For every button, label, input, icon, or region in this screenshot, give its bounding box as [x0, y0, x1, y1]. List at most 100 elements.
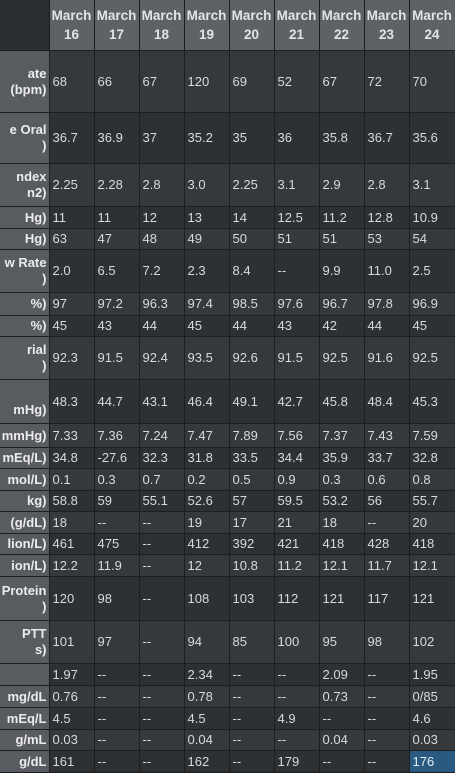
data-cell[interactable]: 42: [319, 315, 365, 337]
data-cell[interactable]: 0.03: [409, 729, 455, 751]
data-cell[interactable]: 0.9: [274, 468, 320, 491]
data-cell[interactable]: 7.24: [139, 423, 185, 448]
column-header-1[interactable]: March 16: [49, 0, 95, 51]
data-cell[interactable]: 0.6: [364, 468, 410, 491]
data-cell[interactable]: 0.78: [184, 685, 230, 708]
data-cell[interactable]: 2.25: [49, 163, 95, 207]
data-cell[interactable]: --: [139, 707, 185, 730]
selected-cell[interactable]: 176: [409, 750, 455, 773]
data-cell[interactable]: 7.33: [49, 423, 95, 448]
data-cell[interactable]: 100: [274, 620, 320, 664]
data-cell[interactable]: -27.6: [94, 447, 140, 469]
data-cell[interactable]: 45: [409, 315, 455, 337]
data-cell[interactable]: --: [94, 729, 140, 751]
data-cell[interactable]: --: [319, 750, 365, 773]
data-cell[interactable]: 3.1: [409, 163, 455, 207]
data-cell[interactable]: 392: [229, 533, 275, 555]
data-cell[interactable]: 31.8: [184, 447, 230, 469]
data-cell[interactable]: 7.47: [184, 423, 230, 448]
data-cell[interactable]: 1.95: [409, 663, 455, 686]
data-cell[interactable]: 98: [94, 576, 140, 621]
data-cell[interactable]: 475: [94, 533, 140, 555]
data-cell[interactable]: 97: [49, 292, 95, 316]
data-cell[interactable]: 11.2: [319, 206, 365, 229]
data-cell[interactable]: 121: [319, 576, 365, 621]
data-cell[interactable]: 35.2: [184, 112, 230, 164]
data-cell[interactable]: 45: [184, 315, 230, 337]
data-cell[interactable]: 37: [139, 112, 185, 164]
data-cell[interactable]: 2.25: [229, 163, 275, 207]
data-cell[interactable]: 47: [94, 228, 140, 250]
data-cell[interactable]: 101: [49, 620, 95, 664]
data-cell[interactable]: 35.6: [409, 112, 455, 164]
data-cell[interactable]: 92.5: [319, 336, 365, 380]
data-cell[interactable]: 12: [139, 206, 185, 229]
data-cell[interactable]: 2.34: [184, 663, 230, 686]
data-cell[interactable]: 98: [364, 620, 410, 664]
data-cell[interactable]: --: [364, 729, 410, 751]
data-cell[interactable]: 7.37: [319, 423, 365, 448]
data-cell[interactable]: 2.0: [49, 249, 95, 293]
data-cell[interactable]: 0.8: [409, 468, 455, 491]
data-cell[interactable]: 0.04: [319, 729, 365, 751]
data-cell[interactable]: --: [229, 707, 275, 730]
data-cell[interactable]: 179: [274, 750, 320, 773]
data-cell[interactable]: 11: [49, 206, 95, 229]
data-cell[interactable]: 121: [409, 576, 455, 621]
data-cell[interactable]: 12.2: [49, 554, 95, 577]
data-cell[interactable]: --: [139, 533, 185, 555]
data-cell[interactable]: 0/85: [409, 685, 455, 708]
data-cell[interactable]: 0.73: [319, 685, 365, 708]
data-cell[interactable]: 53: [364, 228, 410, 250]
data-cell[interactable]: --: [364, 663, 410, 686]
data-cell[interactable]: 4.5: [49, 707, 95, 730]
data-cell[interactable]: 43.1: [139, 379, 185, 424]
data-cell[interactable]: 45.8: [319, 379, 365, 424]
data-cell[interactable]: 53.2: [319, 490, 365, 512]
data-cell[interactable]: 72: [364, 50, 410, 113]
data-cell[interactable]: 12.1: [319, 554, 365, 577]
data-cell[interactable]: --: [94, 685, 140, 708]
data-cell[interactable]: 33.5: [229, 447, 275, 469]
data-cell[interactable]: --: [139, 729, 185, 751]
data-cell[interactable]: 12.8: [364, 206, 410, 229]
data-cell[interactable]: 67: [319, 50, 365, 113]
data-cell[interactable]: 18: [319, 511, 365, 534]
data-cell[interactable]: --: [139, 750, 185, 773]
data-cell[interactable]: 8.4: [229, 249, 275, 293]
data-cell[interactable]: 66: [94, 50, 140, 113]
data-cell[interactable]: 91.5: [274, 336, 320, 380]
data-cell[interactable]: 45: [49, 315, 95, 337]
data-cell[interactable]: 10.8: [229, 554, 275, 577]
data-cell[interactable]: 93.5: [184, 336, 230, 380]
data-cell[interactable]: --: [319, 707, 365, 730]
data-cell[interactable]: 91.5: [94, 336, 140, 380]
data-cell[interactable]: 0.1: [49, 468, 95, 491]
data-cell[interactable]: 10.9: [409, 206, 455, 229]
data-cell[interactable]: 2.8: [139, 163, 185, 207]
data-cell[interactable]: --: [94, 511, 140, 534]
data-cell[interactable]: --: [139, 685, 185, 708]
data-cell[interactable]: 43: [274, 315, 320, 337]
data-cell[interactable]: 1.97: [49, 663, 95, 686]
data-cell[interactable]: 117: [364, 576, 410, 621]
data-cell[interactable]: --: [94, 707, 140, 730]
data-cell[interactable]: 96.3: [139, 292, 185, 316]
data-cell[interactable]: 51: [274, 228, 320, 250]
data-cell[interactable]: 32.3: [139, 447, 185, 469]
column-header-4[interactable]: March 19: [184, 0, 230, 51]
data-cell[interactable]: 52: [274, 50, 320, 113]
data-cell[interactable]: 418: [409, 533, 455, 555]
data-cell[interactable]: --: [139, 663, 185, 686]
data-cell[interactable]: 49.1: [229, 379, 275, 424]
data-cell[interactable]: 11.9: [94, 554, 140, 577]
data-cell[interactable]: 0.03: [49, 729, 95, 751]
data-cell[interactable]: 421: [274, 533, 320, 555]
data-cell[interactable]: 36.7: [49, 112, 95, 164]
data-cell[interactable]: --: [364, 707, 410, 730]
data-cell[interactable]: 2.28: [94, 163, 140, 207]
data-cell[interactable]: 0.5: [229, 468, 275, 491]
data-cell[interactable]: 33.7: [364, 447, 410, 469]
data-cell[interactable]: --: [274, 685, 320, 708]
data-cell[interactable]: 11.7: [364, 554, 410, 577]
